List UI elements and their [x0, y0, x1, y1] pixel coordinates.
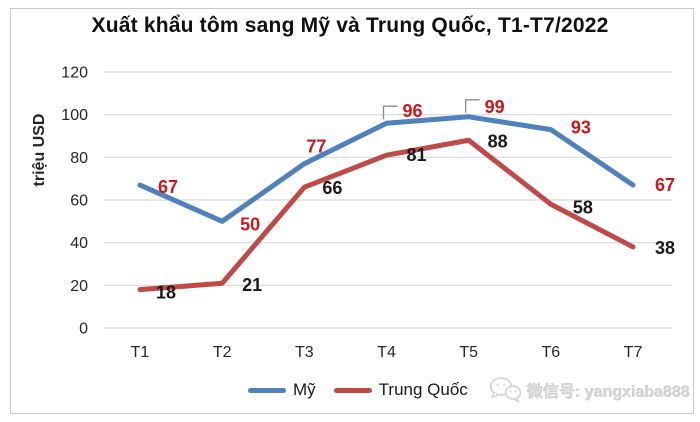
- x-tick-label: T4: [377, 344, 396, 361]
- data-label-leader: [382, 105, 398, 120]
- data-label: 38: [655, 238, 675, 258]
- legend-item-my[interactable]: Mỹ: [248, 380, 316, 400]
- watermark: 微信号: yangxiaba888: [489, 376, 690, 403]
- legend-item-trung-quoc[interactable]: Trung Quốc: [333, 380, 468, 400]
- data-label: 18: [156, 283, 176, 303]
- data-label: 88: [488, 131, 508, 151]
- y-tick-label: 20: [70, 278, 88, 295]
- legend-swatch-my: [248, 387, 286, 393]
- legend: Mỹ Trung Quốc: [248, 380, 468, 400]
- legend-label-trung-quoc: Trung Quốc: [378, 380, 468, 399]
- y-tick-label: 40: [70, 235, 88, 252]
- watermark-text: 微信号: yangxiaba888: [527, 383, 690, 401]
- data-label: 67: [655, 175, 675, 195]
- x-tick-label: T6: [542, 344, 561, 361]
- data-label: 93: [571, 118, 591, 138]
- series-line-trung-quoc: [137, 137, 636, 293]
- data-label: 67: [158, 177, 178, 197]
- x-tick-label: T3: [295, 344, 314, 361]
- legend-swatch-trung-quoc: [333, 387, 372, 393]
- wechat-icon: [490, 377, 522, 403]
- y-tick-label: 120: [61, 65, 88, 82]
- data-label: 66: [322, 178, 342, 198]
- x-tick-label: T5: [459, 344, 478, 361]
- data-label: 81: [407, 145, 427, 165]
- x-tick-label: T1: [131, 344, 150, 361]
- legend-label-my: Mỹ: [293, 380, 316, 399]
- data-label: 96: [403, 101, 423, 121]
- data-label: 50: [240, 214, 260, 234]
- data-label: 99: [485, 97, 505, 117]
- data-label: 21: [242, 275, 262, 295]
- x-tick-label: T2: [213, 344, 232, 361]
- chart-title: Xuất khẩu tôm sang Mỹ và Trung Quốc, T1-…: [91, 14, 609, 37]
- x-tick-label: T7: [624, 344, 643, 361]
- data-label: 58: [573, 197, 593, 217]
- series-line-my: [137, 114, 636, 224]
- y-axis-title: triệu USD: [31, 114, 48, 187]
- y-tick-label: 80: [70, 150, 88, 167]
- chart-border-frame: [10, 8, 694, 414]
- data-label-leader: [465, 99, 480, 113]
- y-tick-label: 100: [61, 107, 88, 124]
- y-tick-label: 60: [70, 193, 88, 210]
- data-label: 77: [306, 137, 326, 157]
- y-tick-label: 0: [79, 321, 88, 338]
